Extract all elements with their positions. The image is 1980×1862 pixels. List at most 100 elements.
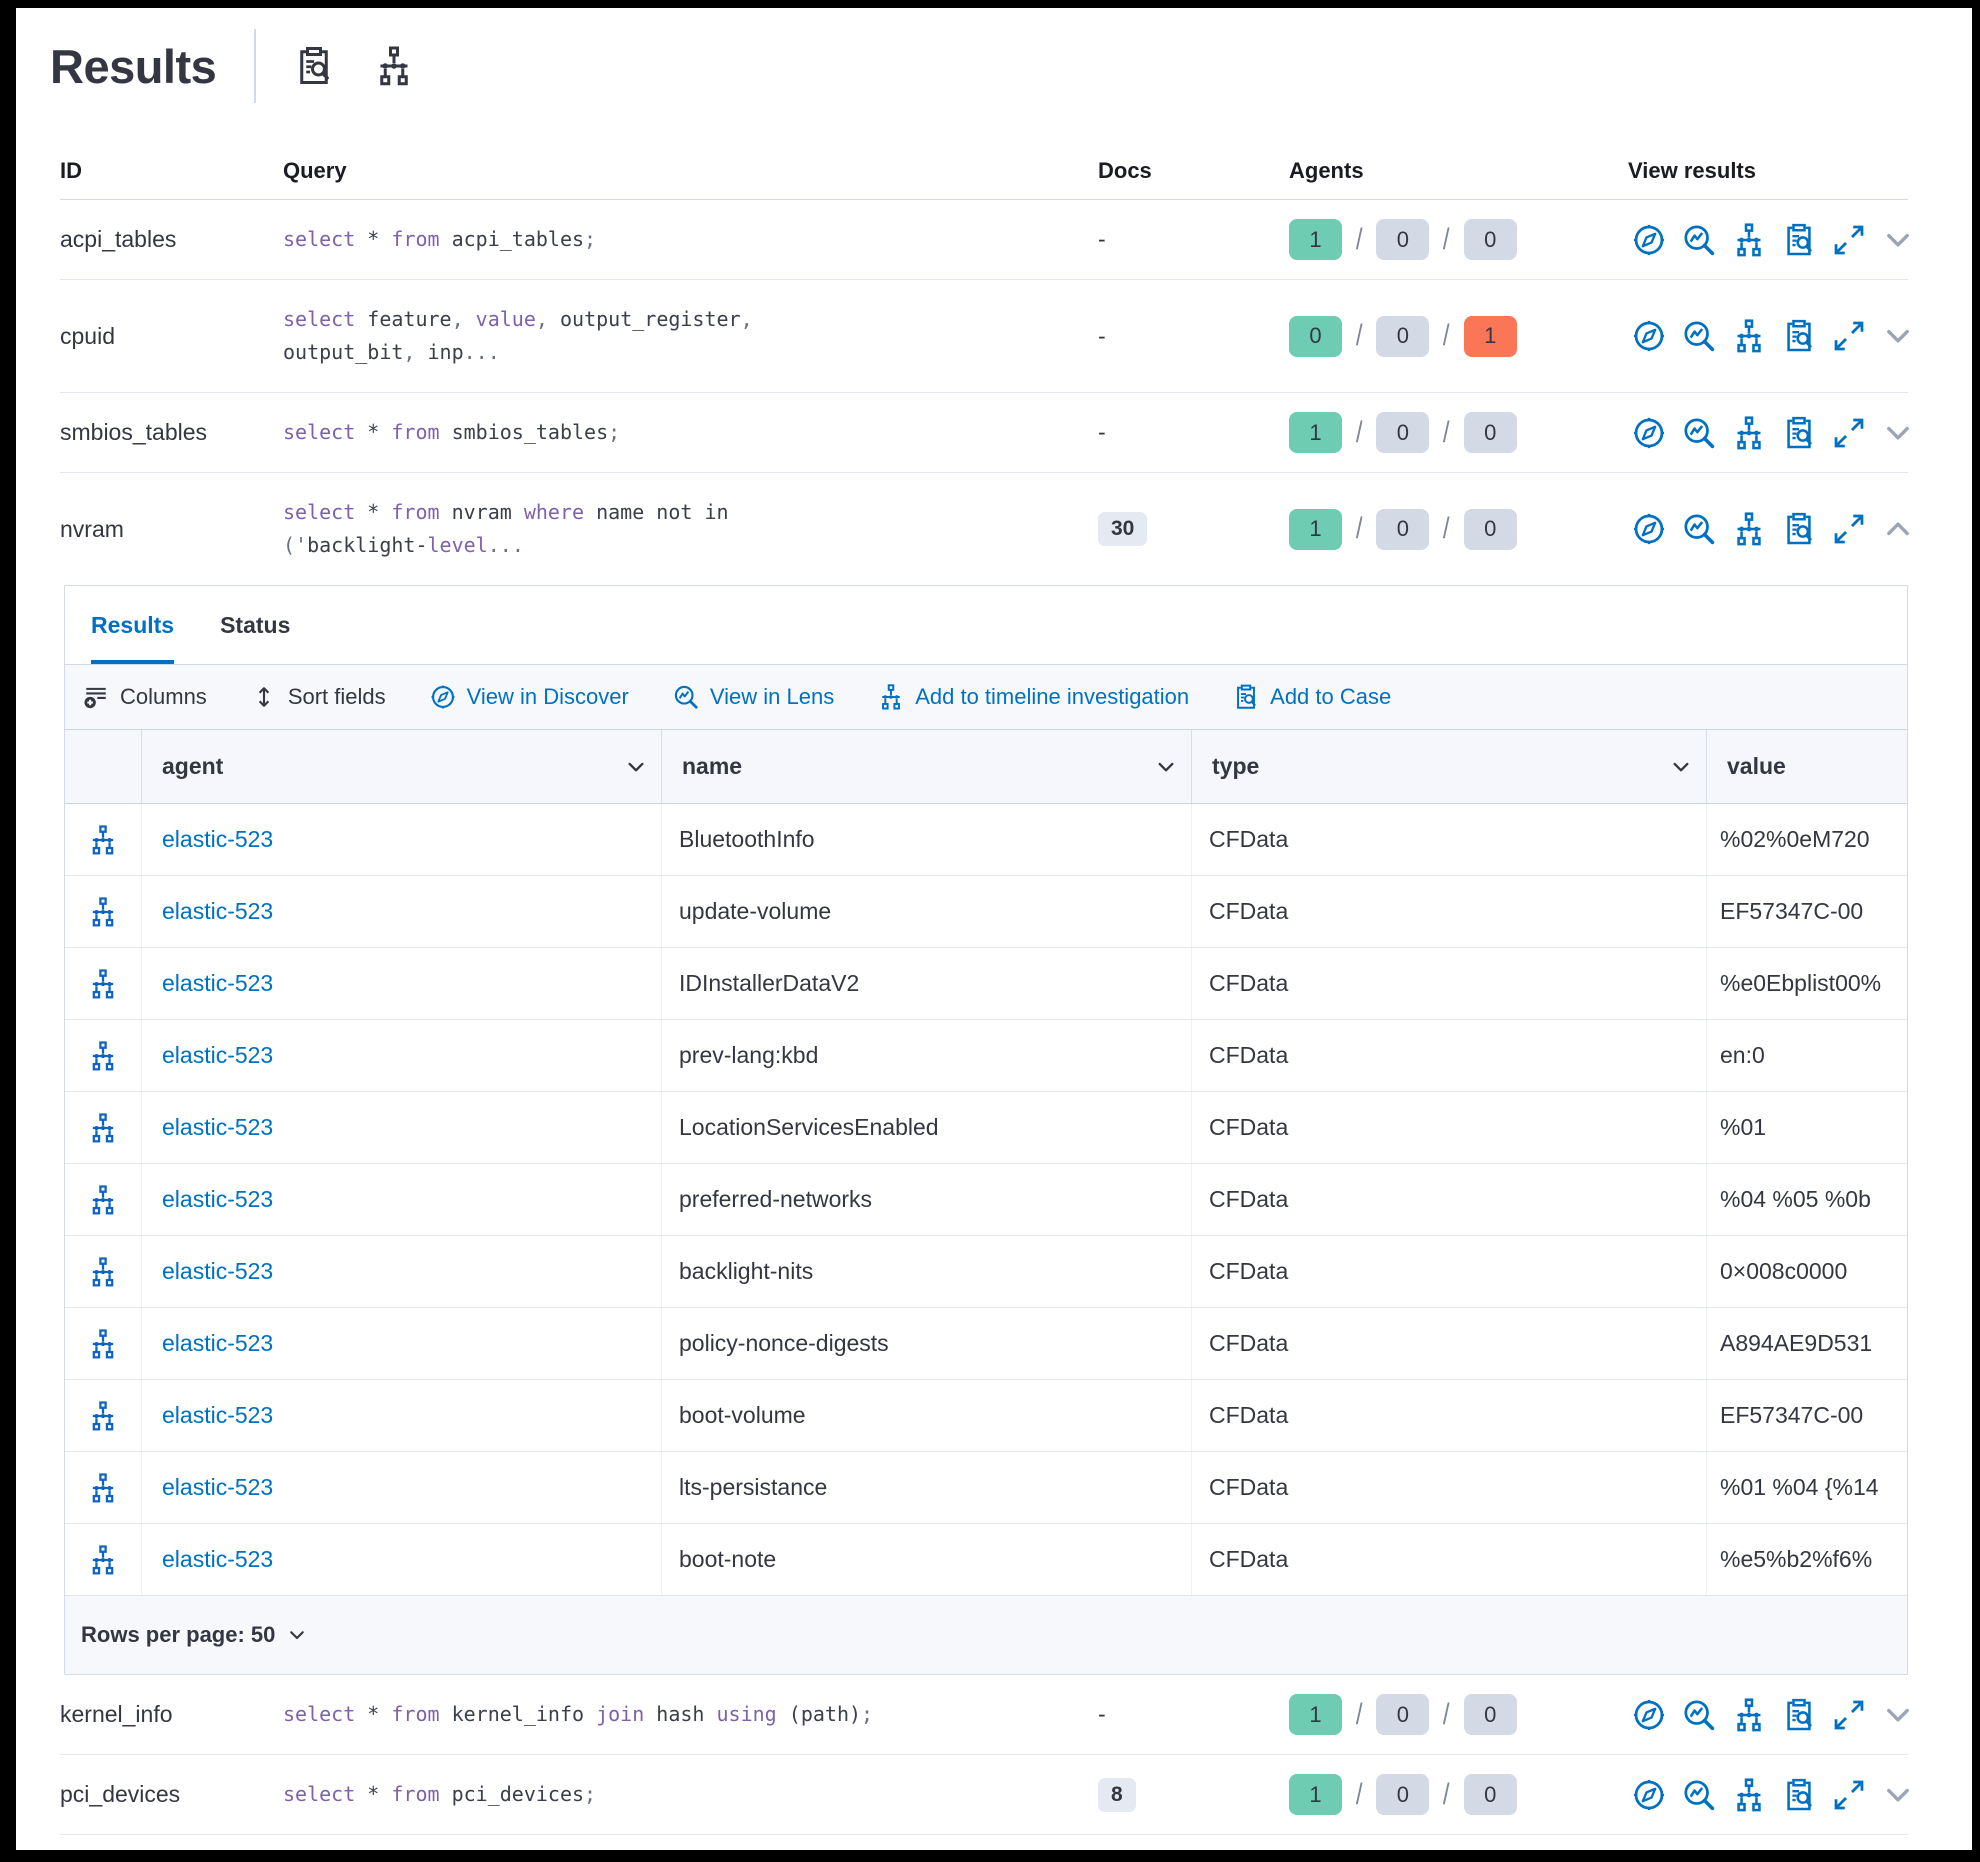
view-in-discover-button[interactable]: View in Discover: [430, 684, 629, 710]
add-to-case-button[interactable]: Add to Case: [1233, 684, 1391, 710]
docs-count: -: [1098, 226, 1106, 252]
sort-fields-button[interactable]: Sort fields: [251, 684, 386, 710]
add-to-timeline-icon[interactable]: [1732, 512, 1766, 546]
columns-button[interactable]: Columns: [83, 684, 207, 710]
page-title: Results: [50, 39, 217, 93]
view-in-discover-icon[interactable]: [1632, 1698, 1666, 1732]
agent-link[interactable]: elastic-523: [162, 1042, 274, 1068]
result-type: CFData: [1191, 1092, 1706, 1163]
view-in-lens-icon[interactable]: [1682, 319, 1716, 353]
grid-header-agent[interactable]: agent: [141, 730, 661, 803]
tab-results[interactable]: Results: [91, 586, 175, 664]
grid-header-value[interactable]: value: [1706, 730, 1907, 803]
docs-count: 8: [1088, 1777, 1273, 1812]
add-to-case-icon[interactable]: [1782, 416, 1816, 450]
agent-link[interactable]: elastic-523: [162, 1114, 274, 1140]
add-to-timeline-icon[interactable]: [88, 1257, 118, 1287]
add-to-timeline-icon[interactable]: [88, 1329, 118, 1359]
agent-link[interactable]: elastic-523: [162, 1546, 274, 1572]
view-results-actions: [1628, 319, 1908, 353]
agent-link[interactable]: elastic-523: [162, 1330, 274, 1356]
view-in-lens-icon[interactable]: [1682, 1698, 1716, 1732]
chevron-down-icon[interactable]: [1155, 756, 1177, 778]
grid-header-name[interactable]: name: [661, 730, 1191, 803]
badge-separator: /: [1443, 319, 1450, 352]
result-type: CFData: [1191, 948, 1706, 1019]
add-to-timeline-icon[interactable]: [88, 1545, 118, 1575]
add-to-case-icon[interactable]: [1782, 1698, 1816, 1732]
chevron-down-icon[interactable]: [1882, 1779, 1914, 1811]
add-to-case-icon[interactable]: [1782, 223, 1816, 257]
chevron-down-icon[interactable]: [1882, 417, 1914, 449]
result-name: BluetoothInfo: [661, 804, 1191, 875]
agent-link[interactable]: elastic-523: [162, 1186, 274, 1212]
timeline-tree-icon[interactable]: [374, 46, 414, 86]
tab-status[interactable]: Status: [220, 611, 291, 638]
result-type: CFData: [1191, 1164, 1706, 1235]
chevron-down-icon[interactable]: [625, 756, 647, 778]
chevron-down-icon[interactable]: [1882, 320, 1914, 352]
view-results-actions: [1628, 1698, 1908, 1732]
agent-link[interactable]: elastic-523: [162, 1474, 274, 1500]
inspect-icon[interactable]: [294, 46, 334, 86]
query-row-kernel-info: kernel_info select * from kernel_info jo…: [60, 1675, 1908, 1755]
view-in-lens-icon[interactable]: [1682, 512, 1716, 546]
chevron-down-icon[interactable]: [1670, 756, 1692, 778]
result-value: en:0: [1706, 1020, 1907, 1091]
result-value: EF57347C-00: [1706, 876, 1907, 947]
add-to-timeline-icon[interactable]: [1732, 223, 1766, 257]
view-in-discover-icon[interactable]: [1632, 319, 1666, 353]
add-to-case-icon[interactable]: [1782, 319, 1816, 353]
add-to-timeline-icon[interactable]: [1732, 319, 1766, 353]
grid-header-actions: [65, 730, 141, 803]
view-in-lens-button[interactable]: View in Lens: [673, 684, 834, 710]
add-to-timeline-button[interactable]: Add to timeline investigation: [878, 684, 1189, 710]
expand-icon[interactable]: [1832, 223, 1866, 257]
add-to-case-icon[interactable]: [1782, 512, 1816, 546]
chevron-down-icon[interactable]: [1882, 1699, 1914, 1731]
add-to-timeline-icon[interactable]: [88, 1185, 118, 1215]
grid-header-type[interactable]: type: [1191, 730, 1706, 803]
add-to-case-icon[interactable]: [1782, 1778, 1816, 1812]
view-in-discover-icon[interactable]: [1632, 416, 1666, 450]
agents-ok-badge: 1: [1289, 1694, 1342, 1735]
expand-icon[interactable]: [1832, 1778, 1866, 1812]
grid-footer: Rows per page: 50: [65, 1596, 1907, 1674]
add-to-timeline-icon[interactable]: [1732, 1698, 1766, 1732]
chevron-down-icon[interactable]: [1882, 224, 1914, 256]
add-to-timeline-icon[interactable]: [88, 825, 118, 855]
agent-link[interactable]: elastic-523: [162, 898, 274, 924]
agent-link[interactable]: elastic-523: [162, 826, 274, 852]
add-to-timeline-icon[interactable]: [88, 1473, 118, 1503]
result-row: elastic-523 LocationServicesEnabled CFDa…: [65, 1092, 1907, 1164]
agents-pending-badge: 0: [1376, 508, 1430, 550]
add-to-timeline-icon[interactable]: [88, 1401, 118, 1431]
agent-link[interactable]: elastic-523: [162, 1258, 274, 1284]
badge-separator: /: [1443, 222, 1450, 256]
expand-icon[interactable]: [1832, 512, 1866, 546]
view-in-lens-icon[interactable]: [1682, 416, 1716, 450]
add-to-timeline-icon[interactable]: [88, 1041, 118, 1071]
view-in-discover-icon[interactable]: [1632, 1778, 1666, 1812]
add-to-timeline-icon[interactable]: [1732, 416, 1766, 450]
result-name: preferred-networks: [661, 1164, 1191, 1235]
chevron-up-icon[interactable]: [1882, 513, 1914, 545]
docs-count: -: [1098, 1701, 1106, 1727]
query-id: kernel_info: [60, 1701, 173, 1727]
expand-icon[interactable]: [1832, 319, 1866, 353]
expand-icon[interactable]: [1832, 1698, 1866, 1732]
docs-count: 30: [1088, 512, 1273, 546]
agent-link[interactable]: elastic-523: [162, 1402, 274, 1428]
view-in-discover-icon[interactable]: [1632, 512, 1666, 546]
add-to-timeline-icon[interactable]: [88, 1113, 118, 1143]
add-to-timeline-icon[interactable]: [88, 897, 118, 927]
rows-per-page-selector[interactable]: Rows per page: 50: [81, 1622, 307, 1648]
add-to-timeline-icon[interactable]: [1732, 1778, 1766, 1812]
agent-link[interactable]: elastic-523: [162, 970, 274, 996]
add-to-timeline-icon[interactable]: [88, 969, 118, 999]
view-in-discover-icon[interactable]: [1632, 223, 1666, 257]
view-in-lens-icon[interactable]: [1682, 223, 1716, 257]
view-results-actions: [1628, 1778, 1908, 1812]
view-in-lens-icon[interactable]: [1682, 1778, 1716, 1812]
expand-icon[interactable]: [1832, 416, 1866, 450]
